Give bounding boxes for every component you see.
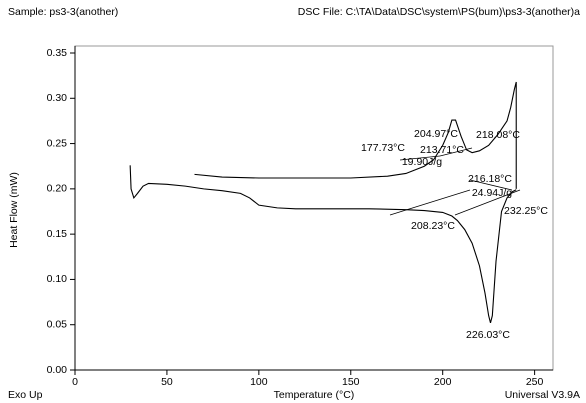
dsc-curve <box>129 165 517 324</box>
x-tick-label: 0 <box>72 376 78 388</box>
x-tick-label: 50 <box>161 376 173 388</box>
construction-line <box>439 147 473 157</box>
y-tick-label: 0.30 <box>47 92 68 104</box>
peak-annotation: 218.08°C <box>476 129 520 141</box>
y-tick-label: 0.15 <box>47 228 68 240</box>
construction-line <box>399 155 441 161</box>
peak-annotation: 24.94J/g <box>472 187 512 199</box>
y-tick-label: 0.05 <box>47 318 68 330</box>
file-path: DSC File: C:\TA\Data\DSC\system\PS(bum)\… <box>298 6 580 18</box>
peak-annotation: 208.23°C <box>411 220 455 232</box>
x-tick-label: 200 <box>434 376 452 388</box>
x-axis-label: Temperature (°C) <box>274 389 355 401</box>
peak-annotation: 204.97°C <box>414 128 458 140</box>
construction-line <box>454 189 521 216</box>
peak-annotation: 213.71°C <box>420 144 464 156</box>
exo-direction: Exo Up <box>8 389 43 401</box>
peak-annotation: 19.90J/g <box>402 156 442 168</box>
x-tick-label: 100 <box>250 376 268 388</box>
peak-annotation: 177.73°C <box>361 142 405 154</box>
y-tick-label: 0.35 <box>47 47 68 59</box>
y-tick-label: 0.25 <box>47 137 68 149</box>
peak-annotation: 226.03°C <box>466 329 510 341</box>
construction-line <box>389 189 471 216</box>
peak-annotation: 232.25°C <box>504 205 548 217</box>
dsc-curve <box>194 81 517 189</box>
y-tick-label: 0.20 <box>47 183 68 195</box>
y-axis-label: Heat Flow (mW) <box>8 172 20 248</box>
x-tick-label: 150 <box>342 376 360 388</box>
y-tick-label: 0.00 <box>47 364 68 376</box>
sample-name: Sample: ps3-3(another) <box>8 6 118 18</box>
construction-line <box>469 179 513 191</box>
peak-annotation: 216.18°C <box>468 173 512 185</box>
software-version: Universal V3.9A <box>505 389 580 401</box>
y-tick-label: 0.10 <box>47 273 68 285</box>
x-tick-label: 250 <box>526 376 544 388</box>
